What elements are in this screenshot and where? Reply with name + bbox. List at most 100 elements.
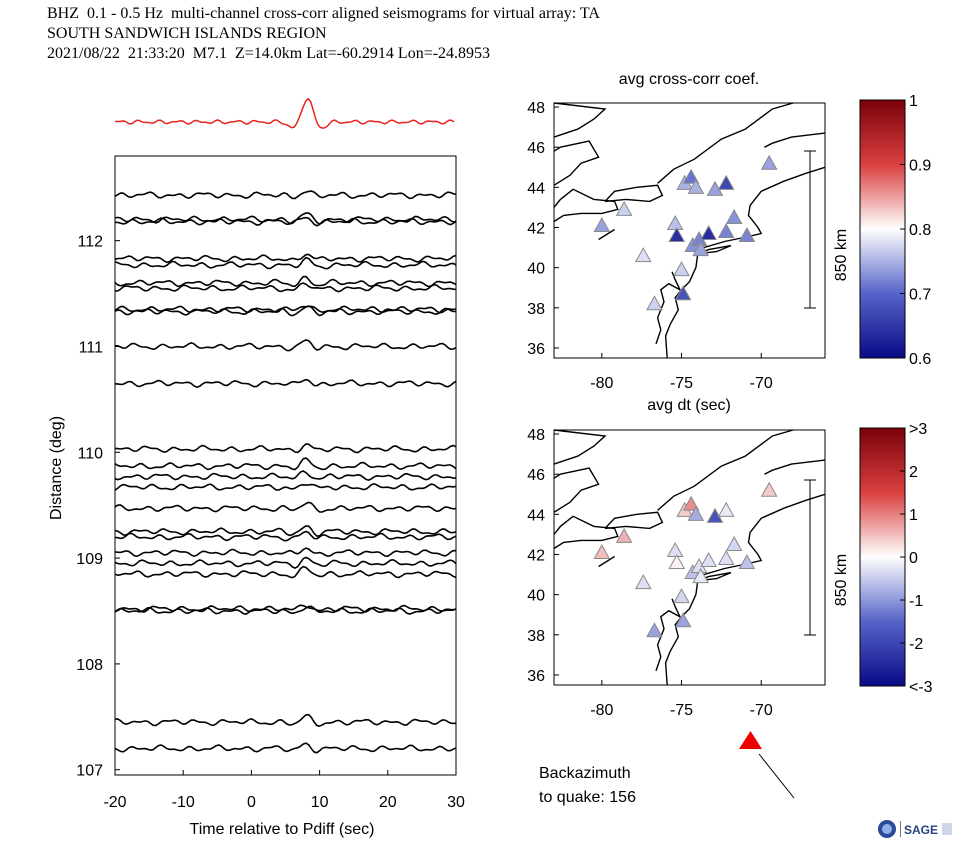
station-marker [615,527,633,543]
colorbar-tick-label: -1 [909,593,923,610]
map-y-tick-label: 36 [527,668,545,685]
station-marker [666,214,684,230]
map-y-tick-label: 40 [527,261,545,278]
seismogram-trace [115,339,457,352]
map-cross-corr: -80 -75 -70 36 38 40 42 44 46 48 850 km [527,100,850,392]
station-marker [760,481,778,497]
y-tick-label: 107 [76,763,103,780]
map-2-x-ticks: -80 -75 -70 [590,680,773,719]
map-2-scale-bar: 850 km [804,479,850,636]
seismogram-xlabel: Time relative to Pdiff (sec) [190,821,375,838]
x-tick-label: 20 [379,794,397,811]
station-marker [646,295,663,311]
map-y-tick-label: 36 [527,341,545,358]
station-marker [700,551,717,568]
y-tick-label: 109 [76,551,103,568]
x-tick-label: 10 [311,794,329,811]
map-2-title: avg dt (sec) [647,397,731,414]
station-marker [692,241,710,257]
map-y-tick-label: 44 [527,507,545,524]
seismogram-trace [114,742,457,754]
colorbar-cross-corr: 1 0.9 0.8 0.7 0.6 [859,93,931,368]
coastline [664,493,826,686]
map-2-y-ticks: 36 38 40 42 44 46 48 [527,427,559,685]
seismogram-trace [114,605,457,615]
station-marker [634,247,652,263]
y-tick-label: 110 [77,445,103,462]
station-marker [692,568,710,584]
seismogram-trace [114,457,457,471]
map-1-scale-bar: 850 km [804,150,850,309]
colorbar-tick-label: 0 [909,550,918,567]
sage-logo-text: SAGE [904,823,938,837]
map-1-y-ticks: 36 38 40 42 44 46 48 [527,100,559,358]
seismogram-trace [114,565,457,579]
seismogram-axes-frame [114,155,457,776]
map-1-x-ticks: -80 -75 -70 [590,353,773,392]
seismogram-x-ticks: -20 -10 0 10 20 30 [103,770,465,811]
y-tick-label: 108 [76,657,103,674]
station-marker [666,541,684,557]
seismogram-trace [114,216,457,227]
sage-logo-icon: SAGE [878,820,952,838]
station-marker [700,224,717,241]
colorbar-tick-label: -2 [909,636,923,653]
station-marker [615,200,633,216]
map-2-coastlines [553,429,826,686]
station-marker [738,226,756,243]
colorbar-2-gradient [859,427,906,687]
seismogram-trace [114,713,457,728]
map-2-scale-label: 850 km [833,554,850,606]
station-marker [717,549,735,566]
colorbar-2-ticks: >3 2 1 0 -1 -2 <-3 [900,421,933,696]
seismogram-trace [114,275,457,288]
seismogram-trace [114,556,457,569]
map-y-tick-label: 38 [527,301,545,318]
station-marker [674,612,692,628]
seismogram-ylabel: Distance (deg) [48,416,65,520]
backazimuth-arrow [739,731,795,799]
seismogram-trace [114,256,457,270]
map-1-coastlines [553,102,826,359]
seismogram-trace [114,530,457,542]
station-marker [717,174,735,190]
station-marker [673,261,690,277]
coastline [553,515,619,550]
backazimuth-value: to quake: 156 [539,789,636,806]
station-marker [725,535,743,551]
seismogram-trace [114,305,457,314]
seismogram-y-ticks: 107 108 109 110 111 112 [76,234,120,780]
colorbar-avg-dt: >3 2 1 0 -1 -2 <-3 [859,421,933,696]
backazimuth-line [758,753,795,799]
map-x-tick-label: -80 [590,375,613,392]
seismogram-trace [114,443,457,454]
coastline [655,598,682,672]
map-1-scale-label: 850 km [833,229,850,281]
coastline [604,184,664,203]
map-y-tick-label: 44 [527,180,545,197]
x-tick-label: 30 [447,794,465,811]
backazimuth-label: Backazimuth [539,765,631,782]
map-x-tick-label: -80 [590,702,613,719]
station-marker [668,553,686,570]
coastline [553,102,607,138]
station-marker [673,588,690,604]
map-y-tick-label: 42 [527,547,545,564]
title-line-1: BHZ 0.1 - 0.5 Hz multi-channel cross-cor… [47,5,600,22]
seismogram-trace [114,378,457,389]
colorbar-tick-label: 0.9 [909,158,931,175]
map-y-tick-label: 46 [527,140,545,157]
colorbar-1-gradient [859,99,906,359]
y-tick-label: 112 [77,234,103,251]
colorbar-tick-label: 0.6 [909,351,931,368]
map-avg-dt: -80 -75 -70 36 38 40 42 44 46 48 850 km [527,427,850,719]
coastline [764,459,826,475]
x-tick-label: -10 [172,794,195,811]
coastline [604,511,664,530]
map-1-title: avg cross-corr coef. [619,71,759,88]
seismogram-trace [114,525,457,537]
seismogram-trace [114,253,457,264]
station-marker [725,208,743,224]
